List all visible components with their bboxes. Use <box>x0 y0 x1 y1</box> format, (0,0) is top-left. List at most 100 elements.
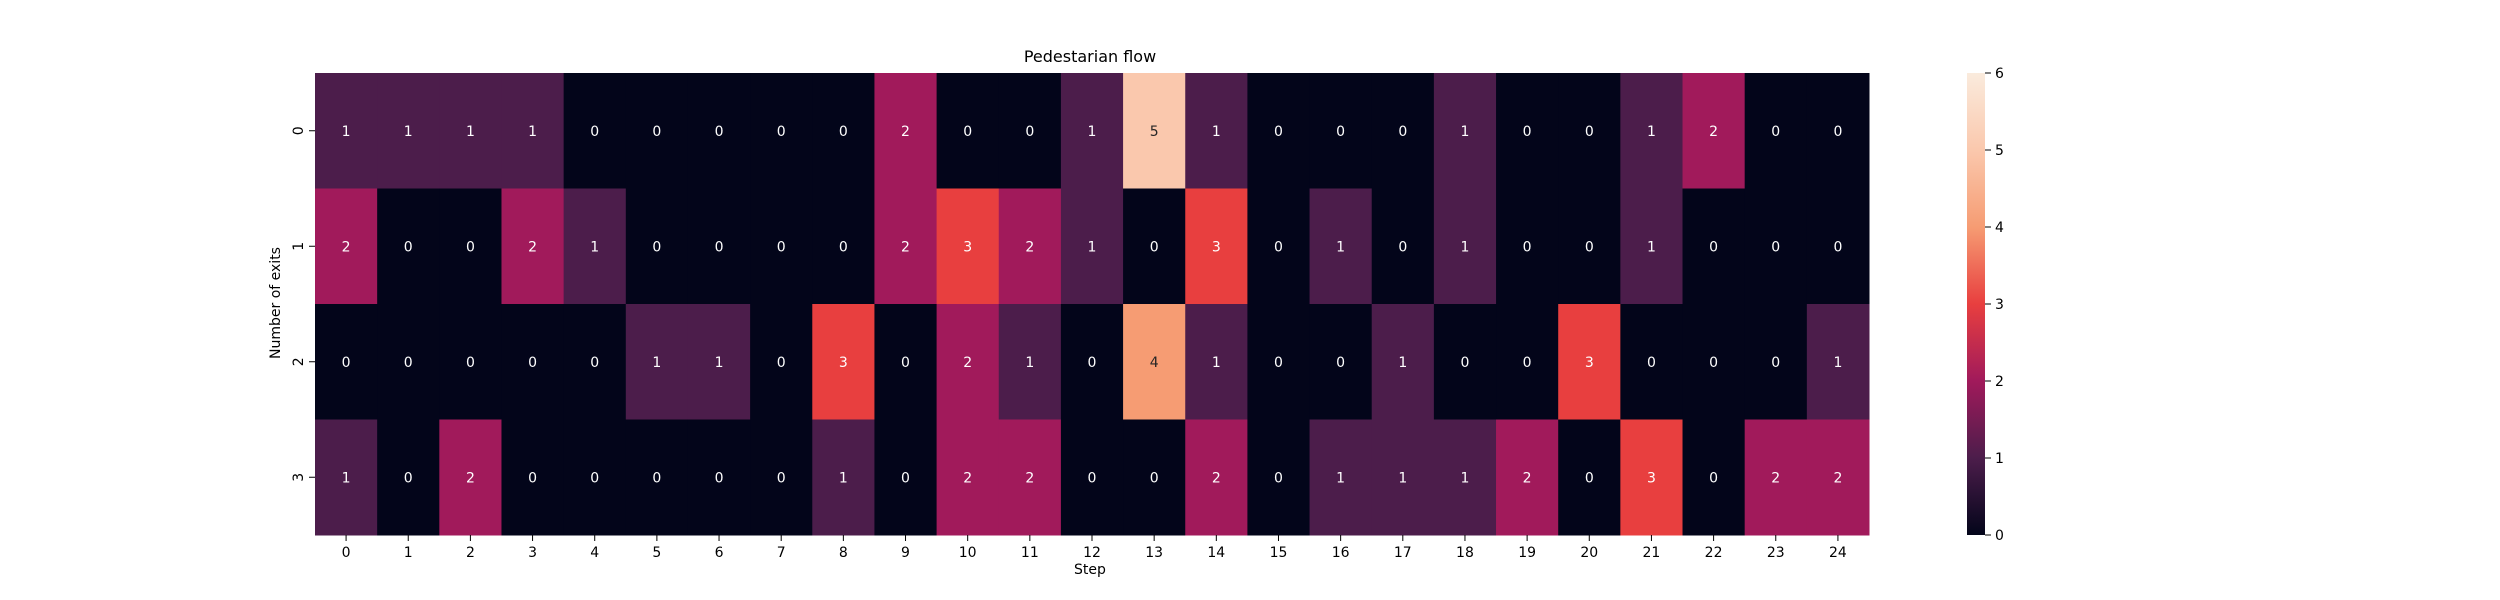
heatmap-cell <box>1371 419 1435 536</box>
cell-value-label: 1 <box>342 470 351 486</box>
cell-value-label: 0 <box>839 239 848 255</box>
heatmap-cell <box>1682 419 1746 536</box>
heatmap-cell <box>1806 188 1870 305</box>
cell-value-label: 0 <box>652 470 661 486</box>
cell-value-label: 1 <box>1460 470 1469 486</box>
heatmap-cell <box>1620 188 1684 305</box>
heatmap-cell <box>936 188 1000 305</box>
heatmap-cell <box>1744 304 1808 420</box>
cell-value-label: 0 <box>1088 355 1097 371</box>
cell-value-label: 3 <box>1647 470 1656 486</box>
cell-value-label: 2 <box>963 355 972 371</box>
heatmap-cell <box>439 188 502 305</box>
x-tick-label: 24 <box>1829 545 1847 561</box>
heatmap-cell <box>501 188 565 305</box>
heatmap-cell <box>1247 419 1311 536</box>
heatmap-cell <box>501 419 565 536</box>
cell-value-label: 0 <box>1460 355 1469 371</box>
cell-value-label: 2 <box>1025 239 1034 255</box>
heatmap-cell <box>687 188 751 305</box>
chart-title: Pedestarian flow <box>1024 47 1156 66</box>
heatmap-cell <box>1247 188 1311 305</box>
heatmap-cell <box>812 419 875 536</box>
x-tick-label: 22 <box>1705 545 1723 561</box>
cell-value-label: 0 <box>1274 239 1283 255</box>
cell-value-label: 2 <box>1212 470 1221 486</box>
heatmap-cell <box>1185 188 1248 305</box>
cell-value-label: 1 <box>715 355 724 371</box>
heatmap-cell <box>1558 304 1621 420</box>
heatmap-cell <box>1496 73 1559 189</box>
cell-value-label: 2 <box>1709 124 1718 140</box>
cell-value-labels: 1 1 1 1 0 0 0 0 0 2 0 0 1 5 1 0 0 0 1 0 0 1 2 0 0 2 0 0 2 1 0 0 0 0 2 3 2 1 0 3… <box>342 124 1843 487</box>
heatmap-cell <box>501 304 565 420</box>
heatmap-cell <box>1247 304 1311 420</box>
heatmap-cell <box>687 419 751 536</box>
heatmap-cell <box>1247 73 1311 189</box>
heatmap-cell <box>1806 73 1870 189</box>
cell-value-label: 1 <box>1088 239 1097 255</box>
cell-value-label: 0 <box>466 355 475 371</box>
x-tick-label: 8 <box>839 545 848 561</box>
cell-value-label: 0 <box>1523 355 1532 371</box>
cell-value-label: 2 <box>342 239 351 255</box>
heatmap-cell <box>1682 304 1746 420</box>
cell-value-label: 0 <box>1274 355 1283 371</box>
cell-value-label: 0 <box>1709 239 1718 255</box>
cell-value-label: 0 <box>715 239 724 255</box>
x-tick-label: 16 <box>1332 545 1350 561</box>
cell-value-label: 0 <box>466 239 475 255</box>
heatmap-cell <box>439 419 502 536</box>
x-tick-label: 3 <box>528 545 537 561</box>
x-axis-label: Step <box>1074 562 1106 578</box>
cell-value-label: 3 <box>1212 239 1221 255</box>
colorbar <box>1967 73 1985 535</box>
heatmap-cell <box>563 73 627 189</box>
heatmap-cell <box>1185 73 1248 189</box>
heatmap-cell <box>315 304 378 420</box>
cell-value-label: 0 <box>777 355 786 371</box>
cell-value-label: 0 <box>1771 355 1780 371</box>
y-axis-ticks: 0 1 2 3 <box>291 126 315 482</box>
heatmap-cell <box>1185 304 1248 420</box>
heatmap-cell <box>687 73 751 189</box>
heatmap-cell <box>377 304 440 420</box>
cell-value-label: 1 <box>1460 239 1469 255</box>
heatmap-cell <box>1123 419 1186 536</box>
x-tick-label: 11 <box>1021 545 1039 561</box>
y-tick-label: 2 <box>291 357 307 366</box>
cell-value-label: 0 <box>1398 239 1407 255</box>
heatmap-cell <box>377 73 440 189</box>
heatmap-cell <box>1309 188 1373 305</box>
cell-value-label: 3 <box>963 239 972 255</box>
cell-value-label: 1 <box>1025 355 1034 371</box>
cell-value-label: 1 <box>1398 355 1407 371</box>
cell-value-label: 1 <box>1336 470 1345 486</box>
heatmap-cell <box>1433 419 1497 536</box>
heatmap-cell <box>1620 304 1684 420</box>
cell-value-label: 1 <box>839 470 848 486</box>
heatmap-cell <box>1371 73 1435 189</box>
cell-value-label: 1 <box>1336 239 1345 255</box>
x-tick-label: 20 <box>1580 545 1598 561</box>
cell-value-label: 0 <box>777 124 786 140</box>
x-tick-label: 18 <box>1456 545 1474 561</box>
colorbar-tick-label: 5 <box>1995 143 2004 159</box>
cell-value-label: 2 <box>1771 470 1780 486</box>
cell-value-label: 0 <box>528 470 537 486</box>
cell-value-label: 1 <box>1212 124 1221 140</box>
cell-value-label: 0 <box>652 239 661 255</box>
heatmap-cell <box>1744 419 1808 536</box>
heatmap-cell <box>750 419 813 536</box>
cell-value-label: 1 <box>466 124 475 140</box>
cell-value-label: 0 <box>1833 239 1842 255</box>
y-axis-label: Number of exits <box>268 247 284 359</box>
cell-value-label: 0 <box>1274 470 1283 486</box>
cell-value-label: 0 <box>1025 124 1034 140</box>
heatmap-cell <box>1371 188 1435 305</box>
cell-value-label: 0 <box>404 470 413 486</box>
heatmap-cell <box>812 73 875 189</box>
cell-value-label: 1 <box>590 239 599 255</box>
heatmap-cell <box>936 304 1000 420</box>
x-axis-ticks: 0 1 2 3 4 5 6 7 8 9 10 11 12 13 14 15 16 17 18 19 20 21 22 23 24 <box>342 535 1847 561</box>
